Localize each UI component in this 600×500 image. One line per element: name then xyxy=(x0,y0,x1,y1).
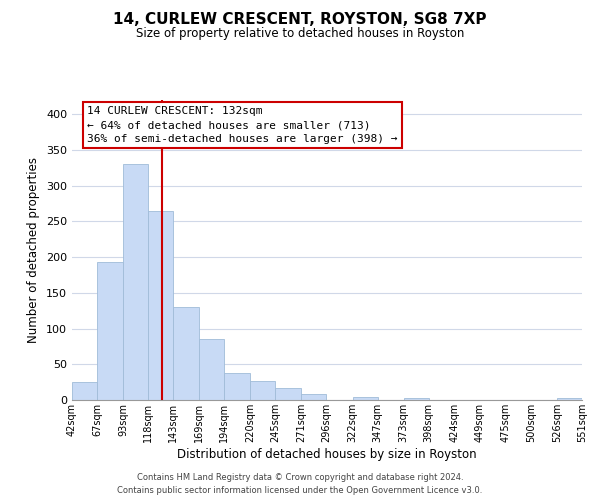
Text: Contains public sector information licensed under the Open Government Licence v3: Contains public sector information licen… xyxy=(118,486,482,495)
Text: 14 CURLEW CRESCENT: 132sqm
← 64% of detached houses are smaller (713)
36% of sem: 14 CURLEW CRESCENT: 132sqm ← 64% of deta… xyxy=(88,106,398,144)
Bar xyxy=(404,398,428,400)
Text: Contains HM Land Registry data © Crown copyright and database right 2024.: Contains HM Land Registry data © Crown c… xyxy=(137,472,463,482)
Bar xyxy=(353,397,377,400)
Bar xyxy=(275,388,301,400)
Bar xyxy=(97,262,123,400)
Text: 14, CURLEW CRESCENT, ROYSTON, SG8 7XP: 14, CURLEW CRESCENT, ROYSTON, SG8 7XP xyxy=(113,12,487,28)
Bar xyxy=(123,164,148,400)
Bar xyxy=(199,338,224,400)
Text: Size of property relative to detached houses in Royston: Size of property relative to detached ho… xyxy=(136,28,464,40)
Bar xyxy=(72,382,97,400)
Bar xyxy=(224,373,250,400)
Y-axis label: Number of detached properties: Number of detached properties xyxy=(28,157,40,343)
Bar xyxy=(148,210,173,400)
X-axis label: Distribution of detached houses by size in Royston: Distribution of detached houses by size … xyxy=(177,448,477,460)
Bar xyxy=(301,394,326,400)
Bar xyxy=(173,307,199,400)
Bar xyxy=(557,398,582,400)
Bar xyxy=(250,382,275,400)
